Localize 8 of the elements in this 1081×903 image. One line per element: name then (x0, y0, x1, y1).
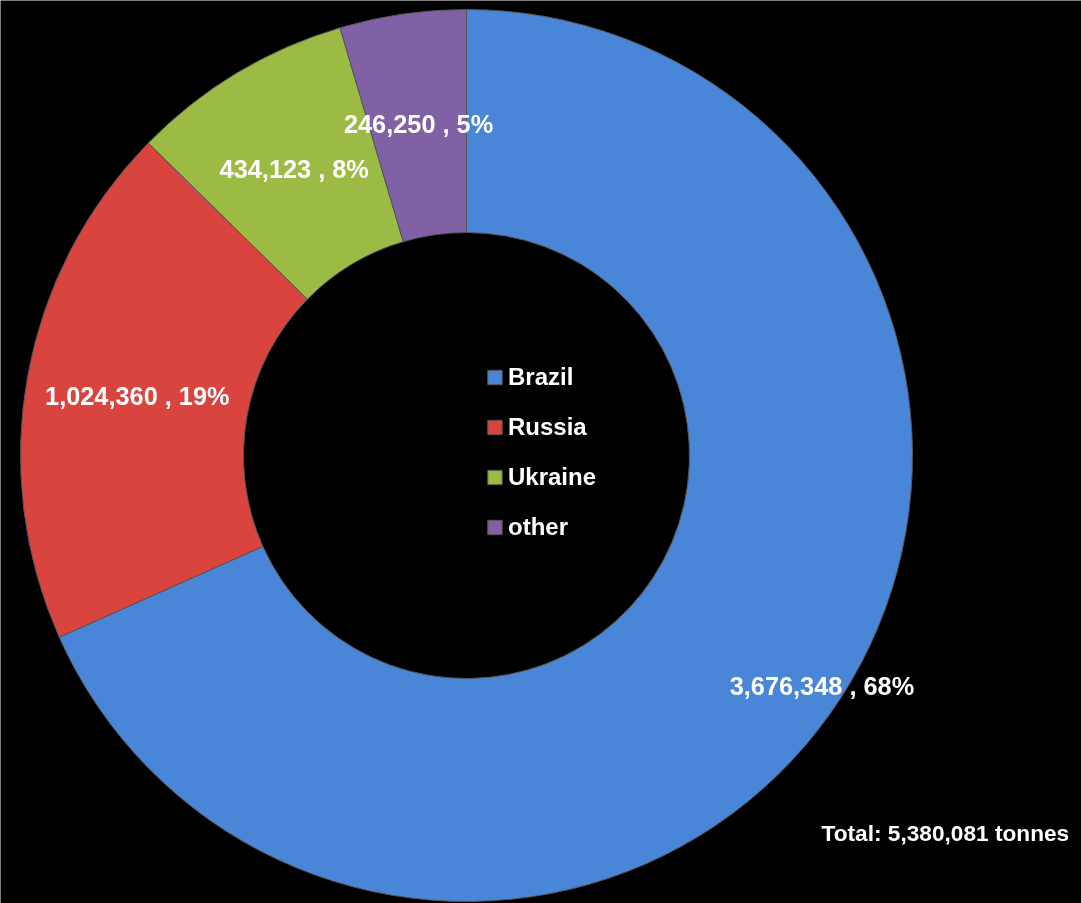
legend-label: Russia (507, 412, 587, 441)
data-label: 434,123 , 8% (219, 154, 369, 183)
legend-label: Ukraine (507, 462, 597, 491)
data-label: 3,676,348 , 68% (729, 672, 915, 701)
text: Total: 5,380,081 tonnes (821, 819, 1070, 846)
legend-label: other (507, 512, 568, 541)
data-label: 1,024,360 , 19% (45, 382, 230, 411)
legend-label: Brazil (507, 362, 574, 391)
